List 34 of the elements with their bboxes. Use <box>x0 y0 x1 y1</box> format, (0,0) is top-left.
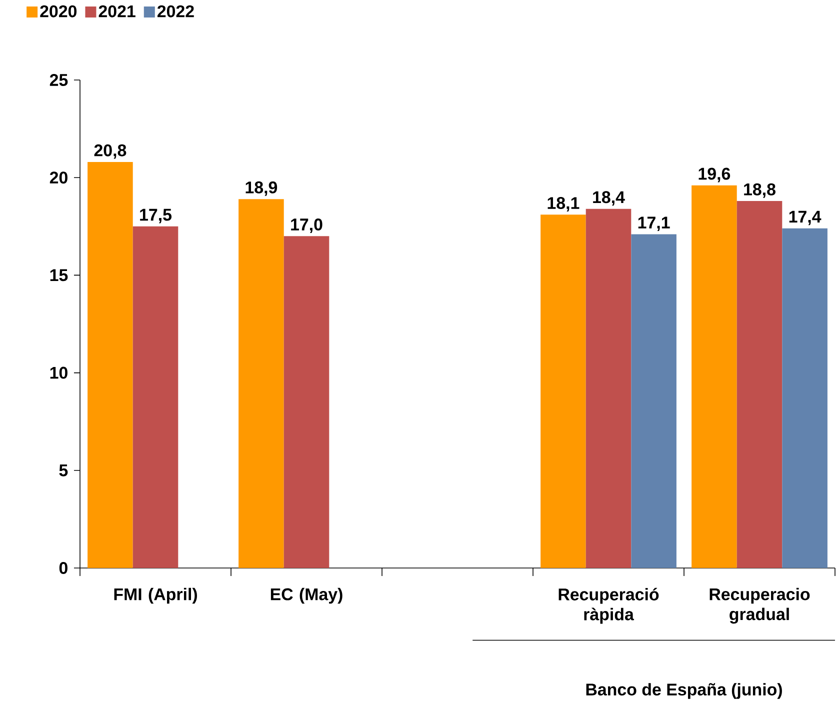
legend-label: 2022 <box>157 5 194 18</box>
bar <box>540 214 586 568</box>
data-label: 17,5 <box>140 208 172 224</box>
x-tick-label: FMI (April) <box>114 588 197 604</box>
bar <box>238 199 284 568</box>
x-tick-label: EC (May) <box>270 588 342 604</box>
bar <box>782 228 828 568</box>
x-tick-label: Recuperacio gradual <box>710 588 810 624</box>
bar <box>736 201 782 568</box>
data-label: 17,0 <box>291 218 322 233</box>
data-label: 18,4 <box>593 191 625 206</box>
legend-label: 2021 <box>98 5 136 18</box>
x-tick-label: Recuperació ràpida <box>558 588 659 624</box>
data-label: 19,6 <box>698 168 730 182</box>
data-label: 17,1 <box>638 216 670 232</box>
bar <box>88 162 133 568</box>
bar <box>132 226 178 568</box>
bar <box>692 185 737 568</box>
bar <box>586 208 632 568</box>
text: Banco de España (junio) <box>586 683 782 699</box>
y-tick-label: 25 <box>50 74 68 86</box>
data-label: 17,4 <box>789 210 822 226</box>
legend-label: 2020 <box>40 5 77 18</box>
y-tick-label: 10 <box>50 366 68 379</box>
data-label: 18,9 <box>246 181 278 196</box>
y-tick-label: 0 <box>59 562 68 574</box>
y-tick-label: 15 <box>50 269 68 282</box>
bar <box>631 234 676 568</box>
data-label: 20,8 <box>94 144 126 159</box>
data-label: 18,1 <box>548 197 580 212</box>
bar <box>284 236 330 568</box>
y-tick-label: 5 <box>59 464 68 476</box>
data-label: 18,8 <box>744 183 776 198</box>
y-tick-label: 20 <box>50 172 68 184</box>
